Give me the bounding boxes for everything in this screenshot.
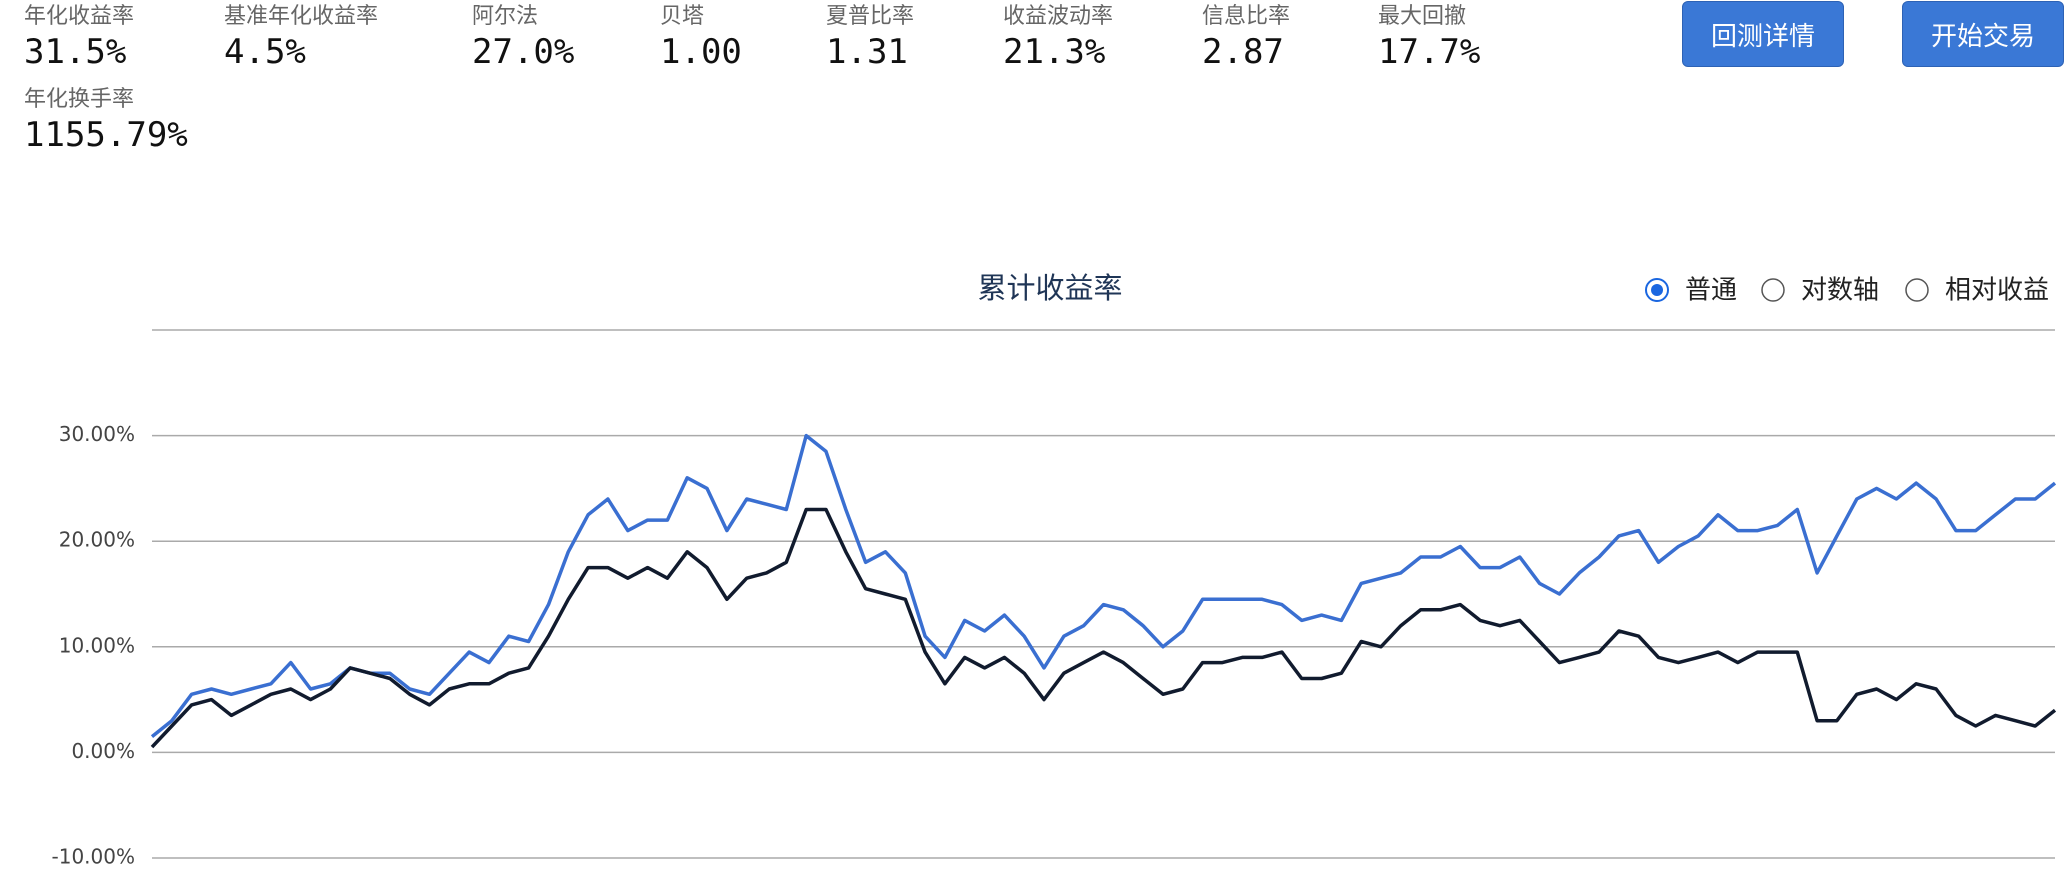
metric-value: 1.00 xyxy=(660,32,742,72)
button[interactable]: 回测详情 xyxy=(1682,1,1844,67)
metric-value: 27.0% xyxy=(472,32,575,72)
metric-value: 4.5% xyxy=(224,32,306,72)
metric: 基准年化收益率 4.5% xyxy=(224,4,378,74)
metric-label: 收益波动率 xyxy=(1003,4,1114,29)
metric-value: 1.31 xyxy=(826,32,908,72)
y-tick-label: 20.00% xyxy=(59,528,135,552)
metric-label: 夏普比率 xyxy=(826,4,915,29)
radio-label[interactable]: 相对收益 xyxy=(1945,276,2049,306)
metric-label: 贝塔 xyxy=(660,4,705,29)
metric-label: 阿尔法 xyxy=(472,4,539,29)
metric: 贝塔 1.00 xyxy=(660,4,742,74)
line-series xyxy=(150,433,2057,738)
radio[interactable] xyxy=(1761,278,1785,302)
chart-title: 累计收益率 xyxy=(977,271,1122,305)
metric-value: 1155.79% xyxy=(24,115,188,155)
metric-value: 2.87 xyxy=(1202,32,1284,72)
metric: 年化收益率 31.5% xyxy=(24,4,134,74)
radio-label[interactable]: 对数轴 xyxy=(1801,276,1879,306)
metric-label: 基准年化收益率 xyxy=(224,4,379,29)
metric: 夏普比率 1.31 xyxy=(826,4,914,74)
button[interactable]: 开始交易 xyxy=(1902,1,2064,67)
y-tick-label: 0.00% xyxy=(71,739,135,763)
metric-label: 最大回撤 xyxy=(1378,4,1467,29)
metric-label: 年化换手率 xyxy=(24,87,135,112)
line-series xyxy=(150,507,2057,749)
metric: 年化换手率 1155.79% xyxy=(24,87,188,157)
metric-label: 信息比率 xyxy=(1202,4,1291,29)
metric-label: 年化收益率 xyxy=(24,4,135,29)
y-tick-label: 10.00% xyxy=(59,633,135,657)
metric: 阿尔法 27.0% xyxy=(472,4,574,74)
metric: 信息比率 2.87 xyxy=(1202,4,1290,74)
y-tick-label: -10.00% xyxy=(52,845,135,869)
y-tick-label: 30.00% xyxy=(59,422,135,446)
radio-label[interactable]: 普通 xyxy=(1685,276,1737,306)
metric: 最大回撤 17.7% xyxy=(1378,4,1480,74)
metric-value: 17.7% xyxy=(1378,32,1481,72)
metric-value: 31.5% xyxy=(24,32,127,72)
radio[interactable] xyxy=(1905,278,1929,302)
metric-value: 21.3% xyxy=(1003,32,1106,72)
metric: 收益波动率 21.3% xyxy=(1003,4,1113,74)
radio-dot xyxy=(1651,284,1663,296)
